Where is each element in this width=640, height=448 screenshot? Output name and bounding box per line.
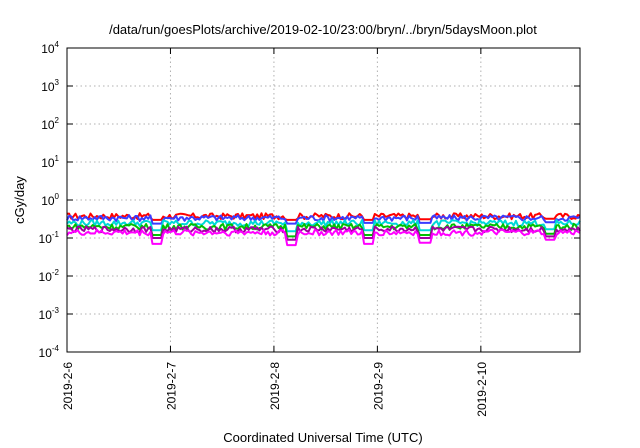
y-tick-label: 10-1	[39, 230, 60, 246]
series-group	[66, 212, 581, 247]
y-axis: 104 103 102 101 100 10-1 10-2 10-3 10-4	[39, 40, 580, 360]
x-axis-label: Coordinated Universal Time (UTC)	[223, 430, 422, 445]
series-line-6	[66, 228, 581, 247]
grid	[66, 47, 580, 353]
y-tick-label: 102	[41, 116, 59, 132]
x-tick-label: 2019-2-6	[61, 362, 75, 410]
y-tick-label: 10-4	[39, 344, 60, 360]
series-line-3	[66, 219, 581, 233]
x-tick-label: 2019-2-8	[268, 362, 282, 410]
y-tick-label: 100	[41, 192, 59, 208]
y-tick-label: 104	[41, 40, 59, 56]
x-tick-label: 2019-2-7	[164, 362, 178, 410]
x-tick-label: 2019-2-9	[371, 362, 385, 410]
x-tick-label: 2019-2-10	[475, 362, 489, 417]
y-tick-label: 10-2	[39, 268, 60, 284]
x-axis: 2019-2-6 2019-2-7 2019-2-8 2019-2-9 2019-2-1…	[61, 48, 489, 417]
y-tick-label: 103	[41, 78, 59, 94]
y-axis-label: cGy/day	[12, 176, 27, 224]
series-line-5	[66, 225, 581, 241]
y-tick-label: 101	[41, 154, 59, 170]
y-tick-label: 10-3	[39, 306, 60, 322]
chart-title: /data/run/goesPlots/archive/2019-02-10/2…	[109, 22, 537, 37]
